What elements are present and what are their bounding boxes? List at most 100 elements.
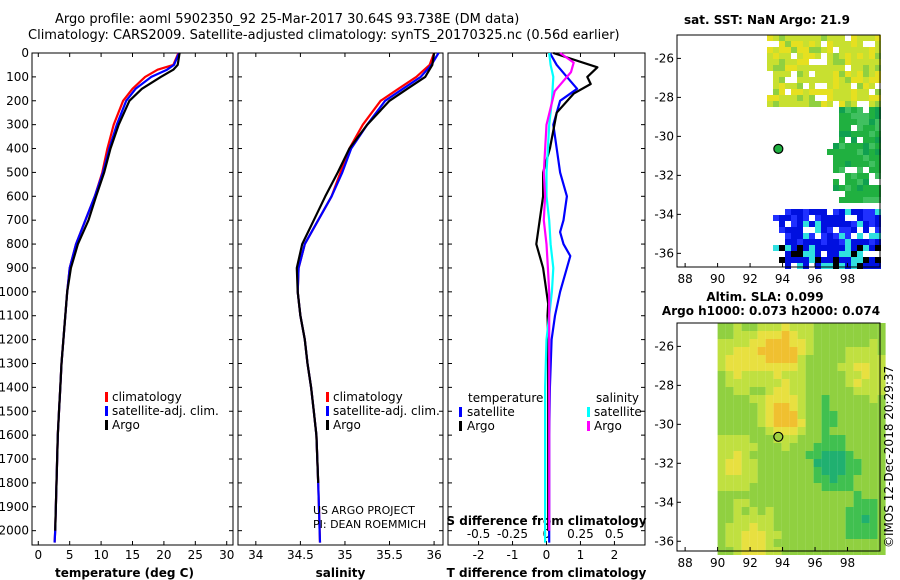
sst-cell — [845, 95, 851, 101]
sla-cell — [821, 339, 830, 347]
legend-label: Argo — [333, 418, 361, 432]
sla-cell — [725, 499, 734, 507]
sla-cell — [877, 547, 886, 555]
sla-cell — [877, 395, 886, 403]
sla-cell — [781, 371, 790, 379]
sst-cell — [875, 227, 881, 233]
sla-cell — [733, 355, 742, 363]
sst-cell — [863, 89, 869, 95]
sst-cell — [869, 35, 875, 41]
sst-cell — [839, 149, 845, 155]
sst-cell — [833, 221, 839, 227]
sla-cell — [805, 427, 814, 435]
sla-cell — [805, 355, 814, 363]
sst-cell — [863, 245, 869, 251]
sst-cell — [857, 251, 863, 257]
sla-cell — [869, 483, 878, 491]
sla-cell — [805, 531, 814, 539]
sla-cell — [861, 379, 870, 387]
sla-cell — [757, 443, 766, 451]
sst-cell — [863, 59, 869, 65]
sla-cell — [821, 355, 830, 363]
sst-cell — [797, 41, 803, 47]
sst-cell — [839, 131, 845, 137]
sla-cell — [765, 323, 774, 331]
sst-cell — [773, 95, 779, 101]
sla-cell — [837, 491, 846, 499]
sla-cell — [789, 395, 798, 403]
sst-cell — [827, 95, 833, 101]
sst-cell — [851, 149, 857, 155]
sst-cell — [791, 41, 797, 47]
sst-cell — [845, 251, 851, 257]
sla-cell — [861, 435, 870, 443]
sla-cell — [781, 491, 790, 499]
map-x-tick-label: 90 — [710, 272, 725, 286]
panel-sst_map: 88 90 92 94 96 98 -26 -28 -30 -32 -34 -36 — [654, 34, 881, 286]
x-tick-label: 35 — [337, 548, 352, 562]
sla-cell — [749, 427, 758, 435]
sst-cell — [851, 245, 857, 251]
sla-cell — [869, 443, 878, 451]
sla-cell — [861, 515, 870, 523]
sst-cell — [875, 197, 881, 203]
sla-cell — [765, 403, 774, 411]
sla-cell — [733, 419, 742, 427]
sla-cell — [869, 475, 878, 483]
sst-cell — [809, 83, 815, 89]
sla-cell — [757, 331, 766, 339]
sst-cell — [791, 251, 797, 257]
map-y-tick-label: -26 — [654, 51, 674, 65]
sst-cell — [863, 155, 869, 161]
sla-cell — [733, 523, 742, 531]
sla-cell — [741, 515, 750, 523]
sla-cell — [733, 515, 742, 523]
sla-cell — [805, 507, 814, 515]
sla-cell — [829, 523, 838, 531]
sla-cell — [741, 323, 750, 331]
sla-cell — [805, 387, 814, 395]
sla-cell — [789, 459, 798, 467]
sla-cell — [725, 427, 734, 435]
sla-cell — [725, 419, 734, 427]
legend-title-salinity: salinity — [596, 391, 639, 405]
sst-cell — [845, 197, 851, 203]
sla-cell — [829, 323, 838, 331]
sla-cell — [829, 403, 838, 411]
sst-cell — [833, 41, 839, 47]
sla-cell — [725, 467, 734, 475]
sla-cell — [717, 411, 726, 419]
sst-cell — [863, 83, 869, 89]
sst-cell — [839, 167, 845, 173]
sst-cell — [857, 257, 863, 263]
sst-cell — [839, 47, 845, 53]
sla-cell — [717, 539, 726, 547]
sst-cell — [791, 83, 797, 89]
sla-cell — [829, 531, 838, 539]
sla-cell — [845, 395, 854, 403]
sla-cell — [877, 331, 886, 339]
sla-cell — [829, 427, 838, 435]
sst-cell — [803, 215, 809, 221]
sla-cell — [797, 395, 806, 403]
sla-cell — [829, 539, 838, 547]
sst-cell — [851, 107, 857, 113]
sla-cell — [837, 323, 846, 331]
x-tick-label: 1 — [577, 548, 585, 562]
sla-cell — [725, 363, 734, 371]
sla-cell — [869, 331, 878, 339]
sst-cell — [875, 149, 881, 155]
sla-cell — [789, 483, 798, 491]
sla-cell — [749, 347, 758, 355]
sst-cell — [845, 125, 851, 131]
sla-cell — [853, 539, 862, 547]
sla-cell — [757, 371, 766, 379]
sst-cell — [875, 47, 881, 53]
sst-cell — [785, 251, 791, 257]
sst-cell — [875, 191, 881, 197]
sst-cell — [779, 221, 785, 227]
sla-cell — [757, 475, 766, 483]
sst-cell — [803, 65, 809, 71]
sla-cell — [805, 435, 814, 443]
sla-cell — [813, 395, 822, 403]
